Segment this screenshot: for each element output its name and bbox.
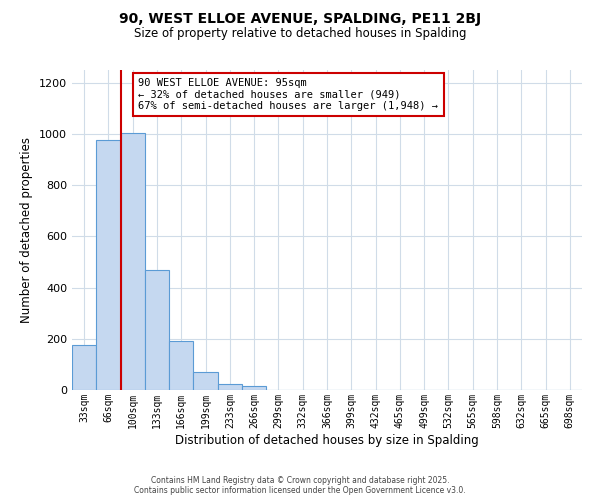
Text: Contains HM Land Registry data © Crown copyright and database right 2025.
Contai: Contains HM Land Registry data © Crown c… xyxy=(134,476,466,495)
Text: 90 WEST ELLOE AVENUE: 95sqm
← 32% of detached houses are smaller (949)
67% of se: 90 WEST ELLOE AVENUE: 95sqm ← 32% of det… xyxy=(139,78,438,111)
Text: 90, WEST ELLOE AVENUE, SPALDING, PE11 2BJ: 90, WEST ELLOE AVENUE, SPALDING, PE11 2B… xyxy=(119,12,481,26)
Bar xyxy=(72,345,96,390)
X-axis label: Distribution of detached houses by size in Spalding: Distribution of detached houses by size … xyxy=(175,434,479,446)
Bar xyxy=(121,132,145,390)
Bar xyxy=(242,386,266,390)
Bar xyxy=(145,270,169,390)
Bar xyxy=(193,372,218,390)
Text: Size of property relative to detached houses in Spalding: Size of property relative to detached ho… xyxy=(134,28,466,40)
Y-axis label: Number of detached properties: Number of detached properties xyxy=(20,137,34,323)
Bar xyxy=(169,341,193,390)
Bar xyxy=(96,140,121,390)
Bar xyxy=(218,384,242,390)
